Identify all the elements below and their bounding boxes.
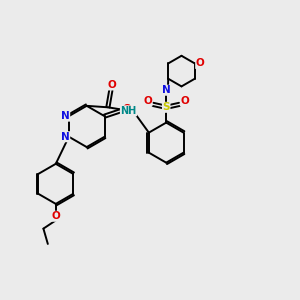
Text: O: O — [107, 80, 116, 90]
Text: O: O — [180, 96, 189, 106]
Text: NH: NH — [120, 106, 136, 116]
Text: N: N — [61, 111, 70, 121]
Text: N: N — [162, 85, 171, 95]
Text: N: N — [61, 132, 70, 142]
Text: O: O — [51, 211, 60, 221]
Text: O: O — [143, 96, 152, 106]
Text: O: O — [122, 104, 131, 114]
Text: O: O — [196, 58, 204, 68]
Text: S: S — [162, 102, 170, 112]
